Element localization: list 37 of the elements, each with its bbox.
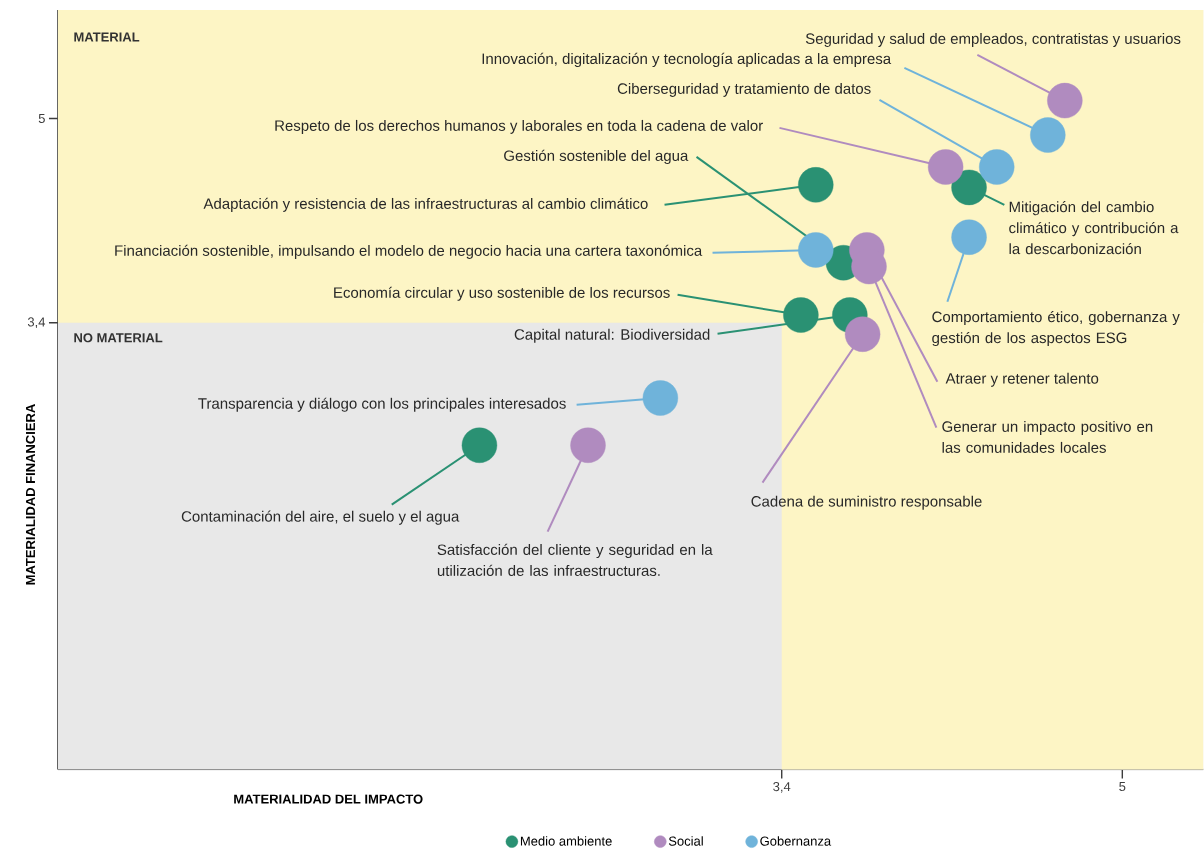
annotation: Innovación, digitalización y tecnología aplicadas a la empresa — [482, 52, 892, 67]
annotation: Adaptación y resistencia de las infraestructuras al cambio climático — [203, 197, 648, 212]
point — [642, 380, 679, 416]
annotation: Satisfacción del cliente y seguridad en la utilización de las infraestructuras. — [437, 543, 713, 576]
annotation: Seguridad y salud de empleados, contratistas y usuarios — [805, 32, 1181, 47]
legend-label: Social — [668, 836, 703, 846]
point — [927, 149, 964, 185]
annotation: NO MATERIAL — [74, 333, 163, 343]
annotation: Transparencia y diálogo con los principales interesados — [198, 397, 566, 412]
annotation: Capital natural: Biodiversidad — [514, 328, 710, 343]
x-axis-title: MATERIALIDAD DEL IMPACTO — [234, 794, 423, 804]
point — [798, 167, 834, 203]
annotation: Generar un impacto positivo en las comunidades locales — [942, 420, 1153, 453]
annotation: Respeto de los derechos humanos y laborales en toda la cadena de valor — [275, 119, 763, 134]
point — [798, 232, 834, 268]
band-label: MATERIAL — [74, 32, 140, 42]
annotation: Atraer y retener talento — [945, 372, 1099, 387]
legend-label: Medio ambiente — [520, 836, 612, 846]
annotation: Comportamiento ético, gobernanza y gestión de los aspectos ESG — [932, 310, 1180, 347]
point — [951, 219, 987, 255]
point — [461, 427, 498, 463]
annotation: Economía circular y uso sostenible de los recursos — [334, 286, 670, 301]
annotation: Cadena de suministro responsable — [751, 495, 982, 510]
annotation: Mitigación del cambio climático y contribución a la descarbonización — [1009, 201, 1179, 255]
annotation: Financiación sostenible, impulsando el modelo de negocio hacia una cartera taxonómica — [115, 244, 703, 259]
legend-label: Gobernanza — [760, 836, 832, 846]
annotation: Ciberseguridad y tratamiento de datos — [617, 82, 871, 97]
point — [844, 316, 881, 352]
point — [1030, 117, 1066, 153]
annotation: Contaminación del aire, el suelo y el agua — [181, 510, 460, 525]
y-axis-title: MATERIALIDAD FINANCIERA — [25, 404, 36, 585]
point — [979, 149, 1015, 185]
point — [951, 169, 987, 206]
point — [783, 297, 819, 333]
point — [570, 427, 606, 463]
point — [1047, 82, 1083, 119]
annotation: Gestión sostenible del agua — [504, 149, 689, 164]
